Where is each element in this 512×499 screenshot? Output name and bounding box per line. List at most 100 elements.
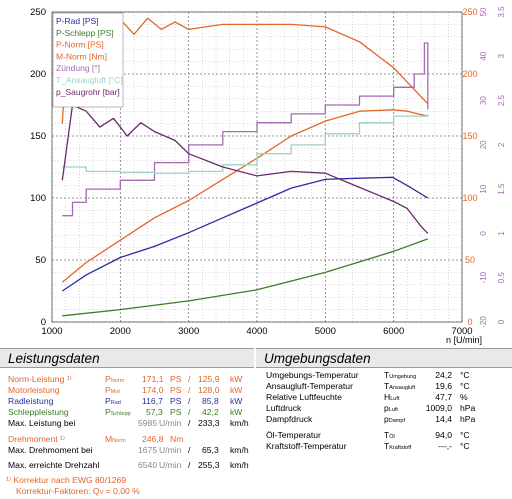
y-tick-label: 150 xyxy=(30,131,46,142)
separator: / xyxy=(188,374,191,384)
umgebung-unit: °C xyxy=(460,441,470,451)
radleistung-symbol: PRad xyxy=(105,396,121,406)
x-tick-label: 1000 xyxy=(41,326,62,337)
max-leistung-rpm: 5985 xyxy=(138,418,158,428)
legend-entry: T_Ansaugluft [°C] xyxy=(56,75,123,85)
separator: / xyxy=(188,385,191,395)
radleistung-kw: 85,8 xyxy=(202,396,219,406)
right-axis-2-tick: 50 xyxy=(479,7,488,16)
motorleistung-kw: 128,0 xyxy=(198,385,220,395)
schleppleistung-symbol: PSchlepp xyxy=(105,407,131,417)
right-axis-3-tick: 3 xyxy=(497,54,506,59)
right-axis-2-tick: 30 xyxy=(479,96,488,105)
umgebung-symbol: TKraftstoff xyxy=(384,441,412,451)
separator: / xyxy=(188,445,191,455)
radleistung-label: Radleistung xyxy=(8,396,54,406)
ps-unit: PS xyxy=(170,385,182,395)
umgebung-unit: hPa xyxy=(460,414,476,424)
separator: / xyxy=(188,418,191,428)
norm-leistung-ps: 171,1 xyxy=(142,374,164,384)
y-tick-label: 100 xyxy=(30,193,46,204)
x-tick-label: 5000 xyxy=(315,326,336,337)
umgebung-value: ---,- xyxy=(438,441,452,451)
series-line-p-schlepp-ps xyxy=(62,238,429,317)
chart-legend: P-Rad [PS] P-Schlepp [PS] P-Norm [PS]M-Nor… xyxy=(52,12,124,108)
schleppleistung-kw: 42,2 xyxy=(202,407,219,417)
x-tick-label: 6000 xyxy=(383,326,404,337)
schleppleistung-ps: 57,3 xyxy=(146,407,163,417)
umgebung-symbol: pDampf xyxy=(384,414,405,424)
right-axis-2-tick: 10 xyxy=(479,184,488,193)
ps-unit: PS xyxy=(170,374,182,384)
norm-leistung-kw: 125,9 xyxy=(198,374,220,384)
footnote-faktoren-text: Korrektur-Faktoren: QV = 0,00 % xyxy=(16,486,140,496)
right-axis-3-tick: 2 xyxy=(497,142,506,147)
motorleistung-ps: 174,0 xyxy=(142,385,164,395)
drehmoment-symbol: MNorm xyxy=(105,434,126,444)
umgebung-label: Umgebungs-Temperatur xyxy=(266,370,359,380)
max-drehmoment-label: Max. Drehmoment bei xyxy=(8,445,93,455)
max-drehzahl-rpm: 6540 xyxy=(138,460,158,470)
right-axis-2-tick: 20 xyxy=(479,140,488,149)
ps-unit: PS xyxy=(170,407,182,417)
right-axis-2-tick: -10 xyxy=(479,271,488,283)
series-line-t-ansaugluft-c xyxy=(62,113,429,174)
legend-entry: M-Norm [Nm] xyxy=(56,51,107,61)
max-leistung-label: Max. Leistung bei xyxy=(8,418,76,428)
umgebungsdaten-table: Umgebungsdaten Umgebungs-Temperatur TUmge… xyxy=(256,348,512,498)
umgebung-unit: °C xyxy=(460,381,470,391)
max-drehmoment-rpm: 1675 xyxy=(138,445,158,455)
right-axis-1-tick: 0 xyxy=(467,317,472,327)
schleppleistung-label: Schleppleistung xyxy=(8,407,69,417)
umgebung-value: 1009,0 xyxy=(425,403,452,413)
umgebung-unit: hPa xyxy=(460,403,476,413)
max-drehzahl-label: Max. erreichte Drehzahl xyxy=(8,460,100,470)
x-tick-label: 3000 xyxy=(178,326,199,337)
x-axis-label: n [U/min] xyxy=(446,335,482,345)
separator: / xyxy=(188,460,191,470)
series-line-p-saugrohr-bar xyxy=(61,104,429,234)
right-axis-2-tick: 40 xyxy=(479,51,488,60)
kw-unit: kW xyxy=(230,396,243,406)
right-axis-1-tick: 200 xyxy=(462,69,477,79)
y-tick-label: 200 xyxy=(30,69,46,80)
umgebung-value: 94,0 xyxy=(435,430,452,440)
drehmoment-value: 246,8 xyxy=(142,434,164,444)
legend-box xyxy=(52,12,124,108)
umgebung-symbol: pLuft xyxy=(384,403,398,413)
x-tick-label: 4000 xyxy=(246,326,267,337)
speed-unit: km/h xyxy=(230,445,249,455)
right-axis-3-tick: 3.5 xyxy=(497,6,506,18)
motorleistung-symbol: PMot xyxy=(105,385,120,395)
y-tick-label: 0 xyxy=(41,317,46,328)
y-tick-label: 50 xyxy=(35,255,46,266)
kw-unit: kW xyxy=(230,385,243,395)
umgebung-value: 24,2 xyxy=(435,370,452,380)
umgebung-symbol: TÖl xyxy=(384,430,395,440)
max-leistung-speed: 233,3 xyxy=(198,418,220,428)
separator: / xyxy=(188,396,191,406)
right-axis-1-tick: 150 xyxy=(462,131,477,141)
legend-entry: P-Schlepp [PS] xyxy=(56,28,114,38)
umgebung-value: 14,4 xyxy=(435,414,452,424)
leistungsdaten-title: Leistungsdaten xyxy=(0,348,254,368)
right-axis-1-tick: 50 xyxy=(465,255,475,265)
umgebung-unit: °C xyxy=(460,370,470,380)
rpm-unit: U/min xyxy=(159,445,182,455)
umgebung-unit: % xyxy=(460,392,468,402)
umgebung-label: Relative Luftfeuchte xyxy=(266,392,342,402)
radleistung-ps: 116,7 xyxy=(142,396,163,406)
right-axis-2-tick: -20 xyxy=(479,316,488,328)
leistungsdaten-table: Leistungsdaten Norm-Leistung ¹⁾ PNorm 17… xyxy=(0,348,254,498)
footnote-korrektur-text: ¹⁾ Korrektur nach EWG 80/1269 xyxy=(6,475,127,485)
umgebung-label: Öl-Temperatur xyxy=(266,430,321,440)
series-line-p-rad-ps xyxy=(61,176,429,292)
rpm-unit: U/min xyxy=(159,460,182,470)
right-axis-3-tick: 1.5 xyxy=(497,183,506,195)
right-axis-3-tick: 2.5 xyxy=(497,94,506,106)
legend-entry: p_Saugrohr [bar] xyxy=(56,87,120,97)
umgebungsdaten-title: Umgebungsdaten xyxy=(256,348,512,368)
right-axis-3-tick: 0.5 xyxy=(497,272,506,284)
